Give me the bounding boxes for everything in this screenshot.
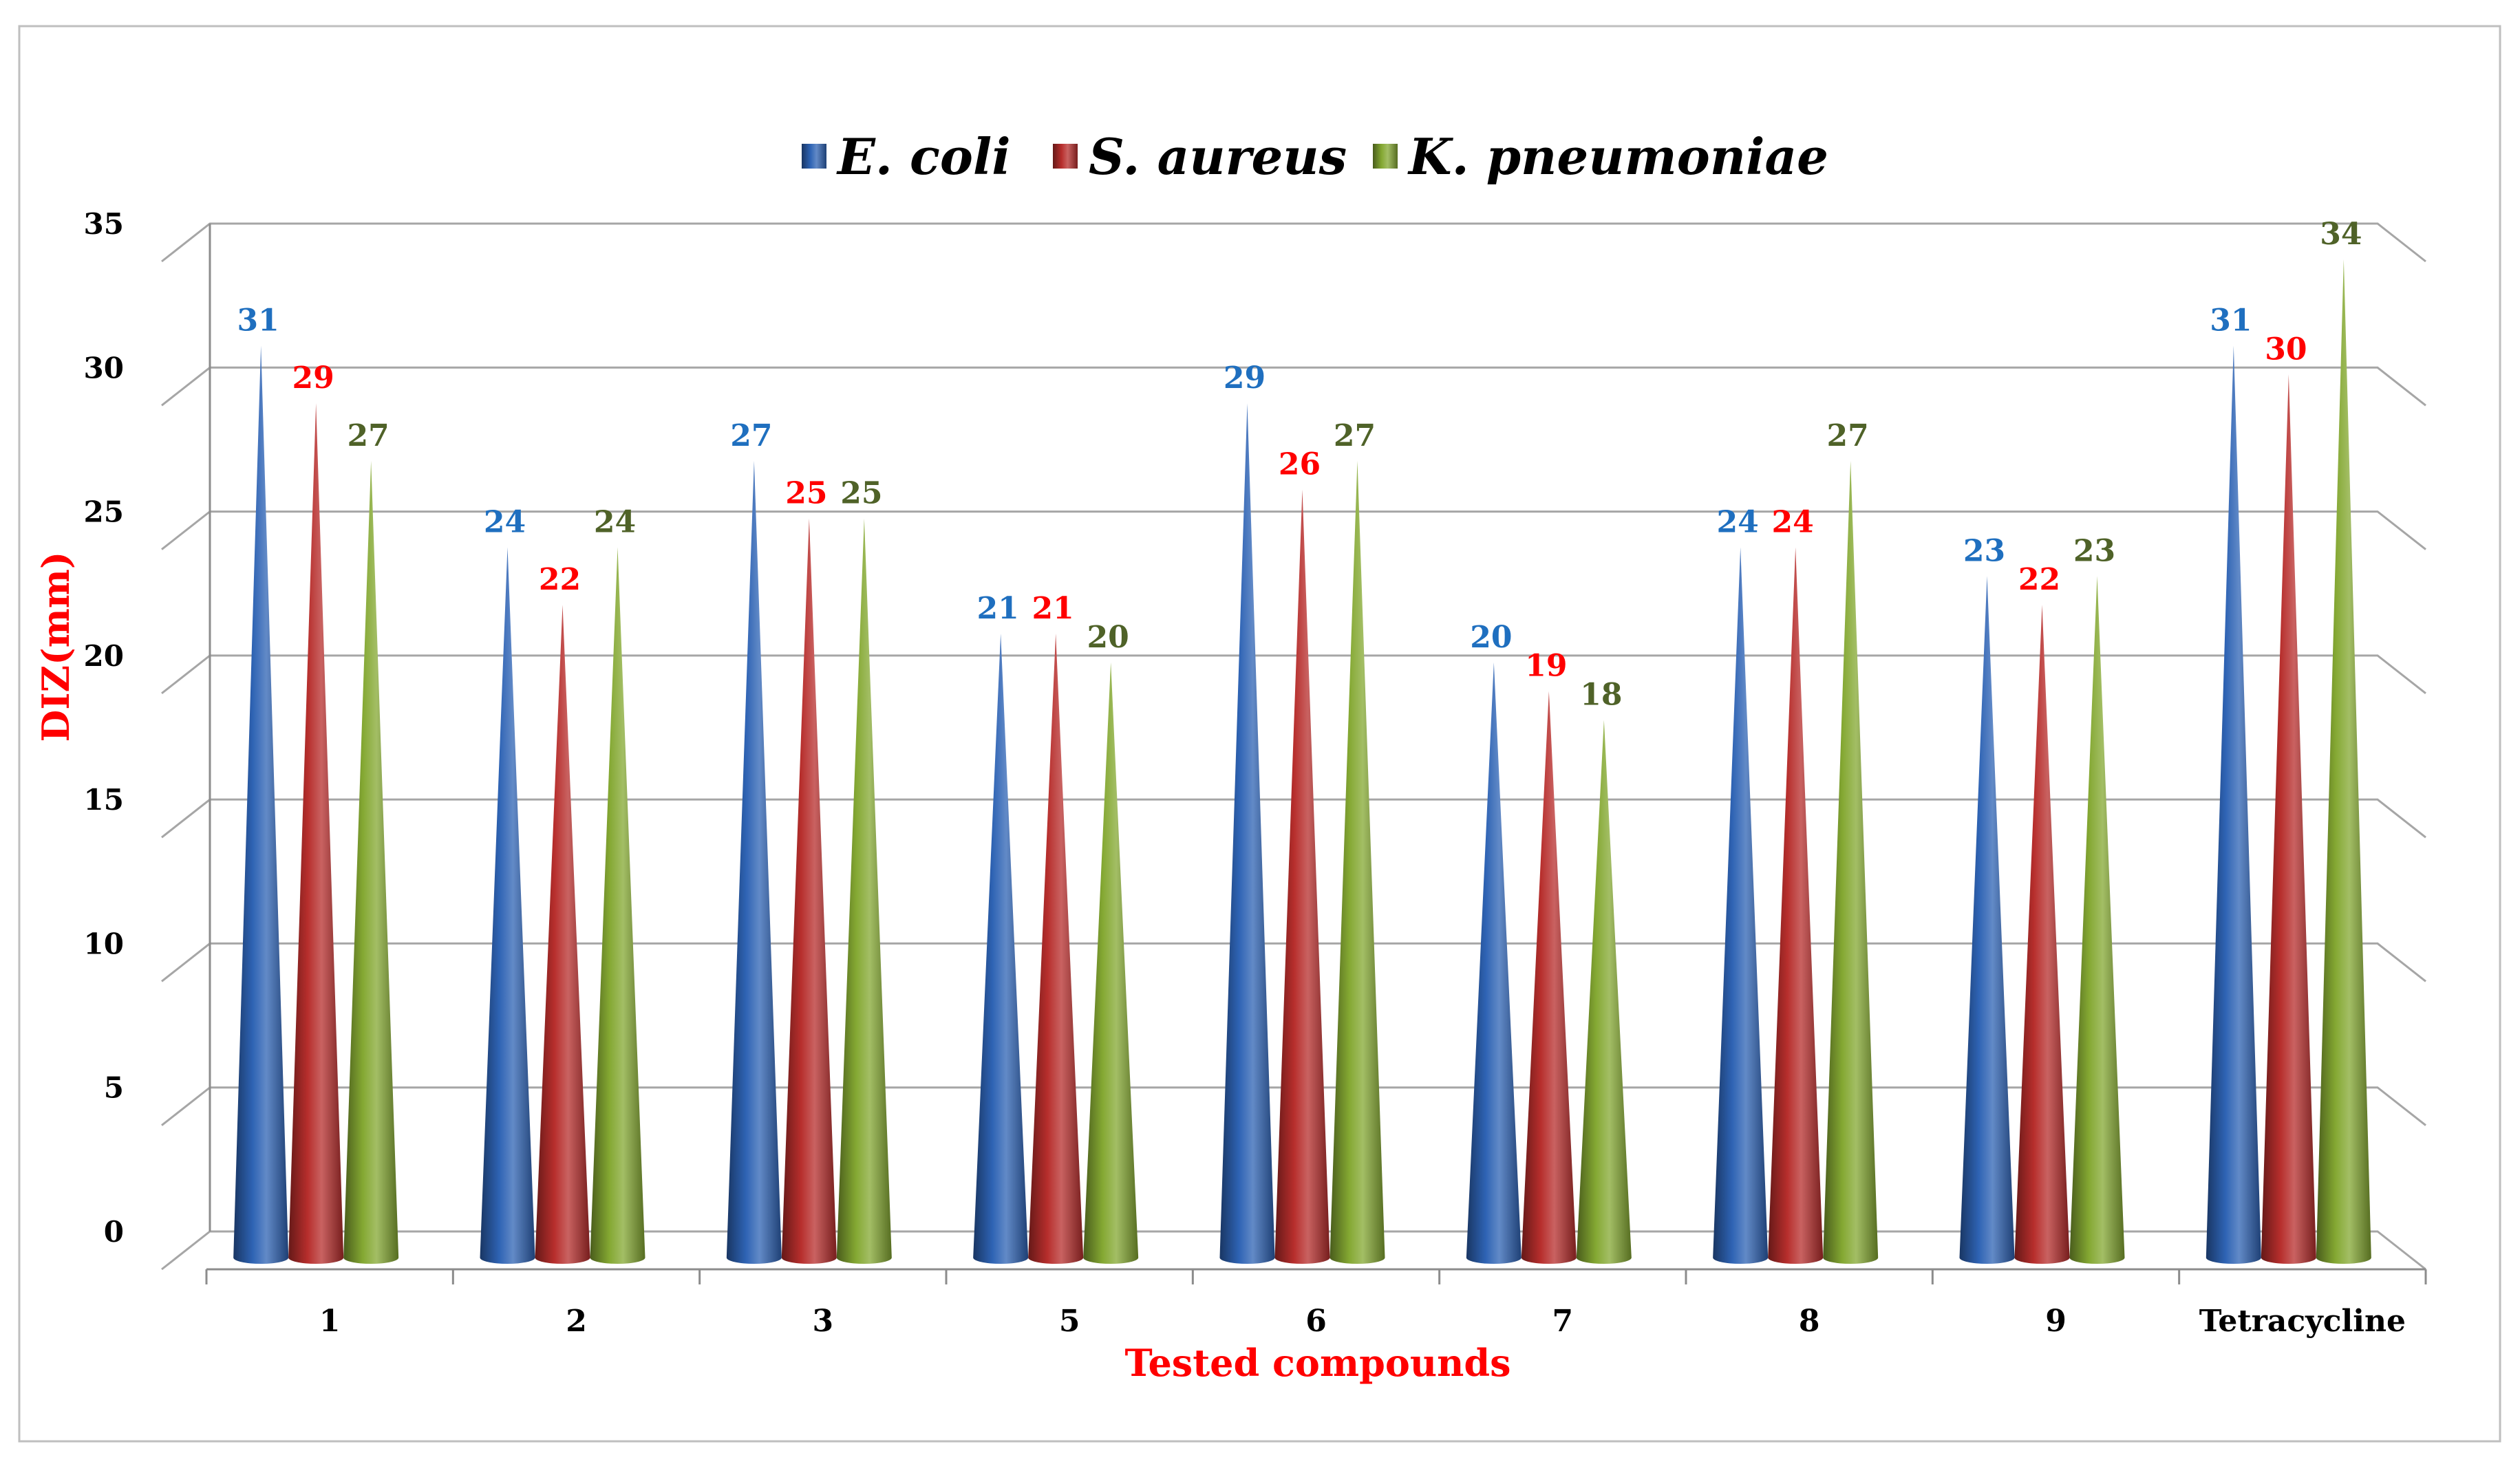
- x-tick-label: 7: [1552, 1304, 1574, 1339]
- cone-bar: [1466, 662, 1521, 1264]
- data-label: 20: [1470, 620, 1512, 655]
- data-label: 29: [1224, 360, 1266, 396]
- data-label: 25: [840, 476, 882, 511]
- data-label: 31: [2210, 303, 2252, 338]
- y-tick-label: 30: [84, 351, 124, 385]
- x-tick-label: Tetracycline: [2199, 1304, 2406, 1339]
- gridline: [161, 222, 2426, 263]
- cone-bar: [2069, 576, 2125, 1264]
- data-label: 31: [237, 303, 279, 338]
- data-label: 23: [2073, 533, 2115, 568]
- legend-swatch: [802, 144, 826, 169]
- data-label: 22: [539, 562, 581, 597]
- cone-bar: [1768, 547, 1824, 1264]
- y-axis-tick-labels: 0 5 10 15 20 25 30 35: [84, 207, 124, 1249]
- y-tick-label: 0: [104, 1215, 124, 1249]
- data-label: 24: [1772, 504, 1814, 539]
- cone-bar: [1576, 720, 1632, 1264]
- data-label: 21: [1032, 591, 1074, 626]
- cone-bar: [1083, 662, 1139, 1264]
- cone-bars: [233, 259, 2371, 1264]
- data-label: 19: [1525, 649, 1567, 684]
- cone-bar: [480, 547, 535, 1264]
- legend-label: K. pneumoniae: [1407, 127, 1828, 186]
- legend: E. coli S. aureus K. pneumoniae: [802, 127, 1828, 186]
- cone-bar: [2014, 605, 2070, 1264]
- x-tick-label: 9: [2045, 1304, 2067, 1339]
- cone-bar: [836, 518, 892, 1264]
- cone-bar: [590, 547, 645, 1264]
- data-label: 26: [1279, 447, 1321, 482]
- cone-bar: [1274, 489, 1330, 1264]
- data-label: 21: [977, 591, 1019, 626]
- data-labels: 31 29 27 24 22 24 27 25 25 21 21 20 29 26 27 20 19 18 24 24…: [237, 217, 2362, 713]
- data-label: 18: [1580, 678, 1622, 713]
- data-label: 24: [1717, 504, 1759, 539]
- cone-bar: [233, 345, 289, 1264]
- x-tick-label: 6: [1305, 1304, 1327, 1339]
- cone-bar: [1521, 691, 1577, 1264]
- y-tick-label: 20: [84, 639, 124, 673]
- cone-bar: [781, 518, 837, 1264]
- gridline: [161, 366, 2426, 407]
- y-tick-label: 25: [84, 495, 124, 529]
- data-label: 25: [785, 476, 827, 511]
- cone-bar: [1330, 460, 1385, 1264]
- cone-bar: [1713, 547, 1769, 1264]
- cone-bar: [2261, 374, 2316, 1264]
- cone-bar: [535, 605, 590, 1264]
- x-axis-tick-labels: 1 2 3 5 6 7 8 9 Tetracycline: [319, 1304, 2406, 1339]
- legend-label: E. coli: [836, 127, 1011, 186]
- gridline: [161, 510, 2426, 550]
- axes: [205, 224, 2427, 1284]
- y-tick-label: 5: [104, 1071, 124, 1105]
- cone-bar: [1959, 576, 2015, 1264]
- cone-bar: [1028, 634, 1084, 1264]
- y-tick-label: 10: [84, 927, 124, 960]
- data-label: 27: [1827, 418, 1869, 453]
- y-tick-label: 35: [84, 207, 124, 241]
- gridline: [161, 654, 2426, 695]
- cone-bar: [973, 634, 1029, 1264]
- x-tick-label: 5: [1059, 1304, 1080, 1339]
- cone-bar: [288, 403, 344, 1264]
- cone-bar: [726, 460, 782, 1264]
- data-label: 27: [730, 418, 772, 453]
- legend-swatch: [1373, 144, 1398, 169]
- cone-bar: [343, 460, 399, 1264]
- data-label: 30: [2265, 332, 2307, 367]
- y-axis-title: DIZ(mm): [34, 552, 78, 742]
- y-tick-label: 15: [84, 783, 124, 817]
- x-tick-label: 2: [566, 1304, 587, 1339]
- cone-bar: [1219, 403, 1275, 1264]
- data-label: 23: [1963, 533, 2005, 568]
- data-label: 27: [1334, 418, 1376, 453]
- gridlines: [161, 222, 2426, 1271]
- data-label: 29: [292, 360, 334, 396]
- x-tick-label: 1: [319, 1304, 341, 1339]
- x-axis-title: Tested compounds: [1124, 1341, 1510, 1385]
- cone-bar: [2206, 345, 2261, 1264]
- cone-bar: [2316, 259, 2371, 1264]
- data-label: 24: [484, 504, 526, 539]
- data-label: 20: [1087, 620, 1129, 655]
- data-label: 34: [2320, 217, 2362, 252]
- data-label: 27: [348, 418, 389, 453]
- data-label: 22: [2018, 562, 2060, 597]
- data-label: 24: [594, 504, 636, 539]
- cone-bar: [1823, 460, 1879, 1264]
- x-tick-label: 8: [1799, 1304, 1820, 1339]
- x-tick-label: 3: [813, 1304, 834, 1339]
- legend-label: S. aureus: [1089, 127, 1347, 186]
- legend-swatch: [1053, 144, 1078, 169]
